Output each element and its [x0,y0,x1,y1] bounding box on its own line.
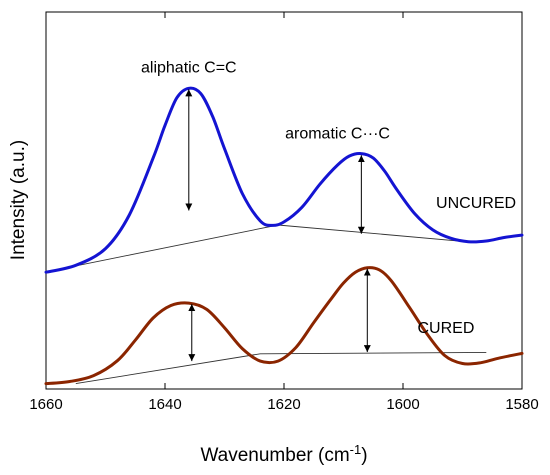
baseline-cured [75,351,487,385]
x-tick-label: 1640 [148,396,181,413]
x-tick-label: 1620 [267,396,300,413]
peak-markers [185,89,371,362]
x-tick-label: 1660 [29,396,62,413]
annotation-label: aromatic C···C [285,126,390,143]
series-lines [44,86,524,386]
x-tick-label: 1580 [505,396,538,413]
x-axis-title-sup: -1 [350,442,362,457]
x-axis-title-suffix: ) [361,445,367,466]
annotation-label: aliphatic C=C [141,60,237,77]
annotation-label: UNCURED [436,195,516,212]
baseline-uncured [45,224,475,273]
x-tick-label: 1600 [386,396,419,413]
annotations: aliphatic C=C aromatic C···C UNCURED CURED [141,60,516,337]
x-axis-title: Wavenumber (cm-1) [200,442,367,466]
x-axis-ticks: 1660 1640 1620 1600 1580 [29,12,539,413]
annotation-label: CURED [418,320,475,337]
series-line-cured [44,266,524,386]
baselines [45,224,487,385]
y-axis-title: Intensity (a.u.) [8,140,29,260]
series-line-uncured [44,86,524,274]
